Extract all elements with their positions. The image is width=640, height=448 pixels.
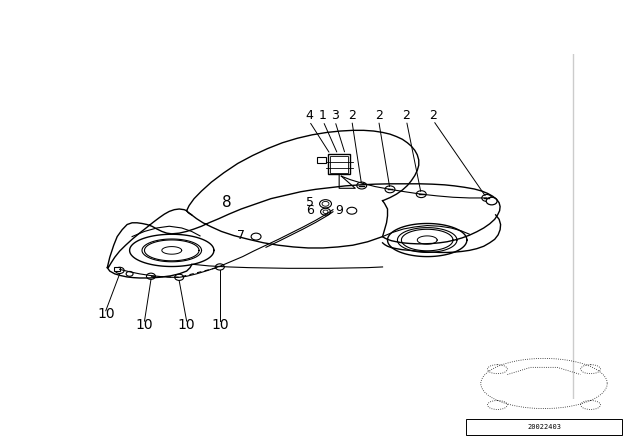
Text: 2: 2 <box>429 109 437 122</box>
Ellipse shape <box>580 401 600 409</box>
Text: 8: 8 <box>221 194 231 210</box>
Circle shape <box>251 233 261 240</box>
Circle shape <box>216 264 225 270</box>
Text: 2: 2 <box>348 109 356 122</box>
Circle shape <box>356 182 367 189</box>
Text: 9: 9 <box>335 204 343 217</box>
Text: 10: 10 <box>136 318 154 332</box>
Circle shape <box>319 200 332 208</box>
Text: 3: 3 <box>331 109 339 122</box>
Bar <box>317 156 326 163</box>
Circle shape <box>385 186 395 193</box>
Circle shape <box>115 267 124 273</box>
Bar <box>330 155 348 173</box>
Text: 10: 10 <box>211 318 228 332</box>
Circle shape <box>486 197 497 205</box>
Ellipse shape <box>580 365 600 374</box>
Circle shape <box>321 208 330 215</box>
Circle shape <box>126 271 133 276</box>
Ellipse shape <box>488 365 508 374</box>
Ellipse shape <box>488 401 508 409</box>
Text: 20022403: 20022403 <box>527 424 561 431</box>
Text: 2: 2 <box>374 109 383 122</box>
Text: 5: 5 <box>306 196 314 209</box>
Circle shape <box>482 194 492 202</box>
Circle shape <box>416 191 426 198</box>
Circle shape <box>175 274 184 280</box>
Circle shape <box>147 273 156 280</box>
Bar <box>114 267 120 271</box>
Circle shape <box>322 202 329 206</box>
Text: 6: 6 <box>306 204 314 217</box>
Text: 7: 7 <box>237 229 244 242</box>
Circle shape <box>347 207 356 214</box>
Text: 10: 10 <box>178 318 195 332</box>
Text: 10: 10 <box>97 307 115 321</box>
Text: 2: 2 <box>403 109 410 122</box>
Bar <box>466 419 622 435</box>
Text: 4: 4 <box>305 109 313 122</box>
Text: 1: 1 <box>319 109 327 122</box>
Bar <box>328 154 350 175</box>
Circle shape <box>323 210 328 214</box>
